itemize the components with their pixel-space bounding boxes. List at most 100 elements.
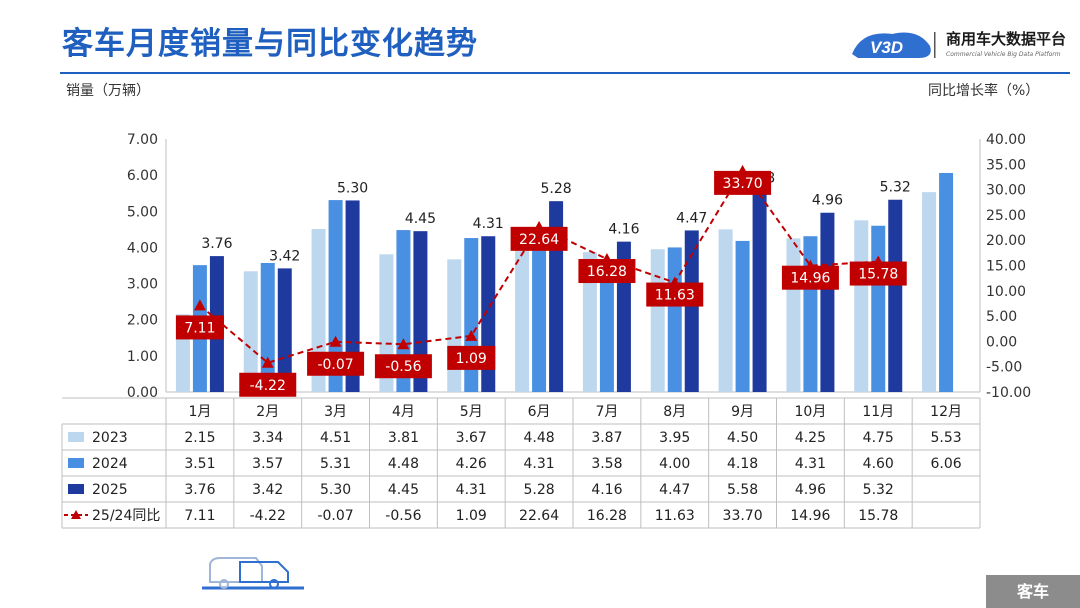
bar-2023: [582, 252, 597, 392]
table-cell: 7.11: [184, 508, 215, 524]
table-month-header: 4月: [392, 404, 415, 420]
right-tick-label: 25.00: [986, 208, 1026, 224]
left-tick-label: 1.00: [127, 349, 158, 365]
bar-value-label: 4.47: [676, 210, 707, 226]
bar-2023: [243, 271, 258, 392]
header-divider: [60, 72, 1070, 74]
yoy-label-box: [447, 345, 496, 370]
table-cell: 5.31: [320, 456, 351, 472]
bar-value-label: 3.42: [269, 248, 300, 264]
table-cell: -0.07: [317, 508, 353, 524]
bar-2023: [786, 238, 801, 392]
yoy-point-marker: [193, 299, 206, 311]
yoy-label: 7.11: [184, 320, 215, 336]
table-cell: 4.31: [456, 482, 487, 498]
bar-2024: [532, 236, 547, 392]
right-tick-label: 0.00: [986, 334, 1017, 350]
bar-2025: [277, 268, 292, 392]
table-cell: 6.06: [930, 456, 961, 472]
table-cell: 22.64: [519, 508, 559, 524]
page-title: 客车月度销量与同比变化趋势: [62, 26, 478, 62]
yoy-label-box: [175, 315, 224, 340]
yoy-label-box: [646, 282, 704, 307]
table-month-header: 5月: [460, 404, 483, 420]
bar-value-label: 5.32: [880, 180, 911, 196]
logo-subtitle: Commercial Vehicle Big Data Platform: [946, 51, 1061, 58]
table-cell: 5.58: [727, 482, 758, 498]
table-cell: 14.96: [790, 508, 830, 524]
table-cell: 4.16: [591, 482, 622, 498]
table-cell: 2.15: [184, 430, 215, 446]
table-cell: 3.58: [591, 456, 622, 472]
table-cell: -4.22: [250, 508, 286, 524]
table-cell: 3.76: [184, 482, 215, 498]
table-cell: 4.60: [863, 456, 894, 472]
table-cell: 5.28: [523, 482, 554, 498]
table-month-header: 6月: [528, 404, 551, 420]
yoy-label-box: [714, 170, 772, 195]
table-cell: 4.31: [523, 456, 554, 472]
left-axis-label: 销量（万辆）: [66, 83, 150, 99]
bar-2024: [396, 230, 411, 392]
yoy-label: -0.56: [385, 359, 421, 375]
yoy-label: 11.63: [655, 288, 695, 304]
bar-2025: [820, 212, 835, 392]
bar-value-label: 4.96: [812, 193, 843, 209]
bar-2023: [515, 230, 530, 392]
yoy-label-box: [307, 351, 365, 376]
svg-text:V3D: V3D: [870, 38, 903, 57]
right-tick-label: 5.00: [986, 309, 1017, 325]
legend-swatch-marker: [71, 510, 81, 519]
table-cell: 3.51: [184, 456, 215, 472]
category-badge: 客车: [986, 575, 1080, 608]
table-month-header: 11月: [862, 404, 894, 420]
yoy-label-box: [849, 261, 907, 286]
bar-2025: [684, 230, 699, 392]
yoy-point-marker: [465, 329, 478, 341]
table-cell: 3.87: [591, 430, 622, 446]
bar-2025: [888, 199, 903, 392]
bar-2023: [718, 229, 733, 392]
yoy-label: 16.28: [587, 264, 627, 280]
logo-name: 商用车大数据平台: [946, 30, 1067, 48]
legend-swatch-2023: [68, 432, 84, 442]
yoy-label: 14.96: [790, 271, 830, 287]
yoy-label: 1.09: [456, 351, 487, 367]
bar-2025: [413, 231, 428, 392]
yoy-label: -0.07: [317, 357, 353, 373]
table-cell: 4.96: [795, 482, 826, 498]
yoy-point-marker: [261, 356, 274, 368]
right-tick-label: 15.00: [986, 259, 1026, 275]
legend-swatch-2025: [68, 484, 84, 494]
yoy-label: 15.78: [858, 267, 898, 283]
bar-2024: [939, 172, 954, 392]
bar-value-label: 5.28: [540, 181, 571, 197]
legend-swatch-2024: [68, 458, 84, 468]
table-cell: 3.67: [456, 430, 487, 446]
table-cell: 4.50: [727, 430, 758, 446]
table-month-header: 1月: [188, 404, 211, 420]
left-tick-label: 2.00: [127, 313, 158, 329]
right-tick-label: 40.00: [986, 132, 1026, 148]
table-month-header: 9月: [731, 404, 754, 420]
table-month-header: 12月: [930, 404, 962, 420]
yoy-label-box: [510, 226, 568, 251]
v3d-logo-icon: V3D: [852, 32, 936, 58]
table-month-header: 3月: [324, 404, 347, 420]
table-month-header: 8月: [663, 404, 686, 420]
table-row-label: 2023: [92, 430, 128, 446]
table-cell: 4.26: [456, 456, 487, 472]
bar-2024: [260, 262, 275, 392]
table-cell: 4.00: [659, 456, 690, 472]
table-cell: 3.34: [252, 430, 283, 446]
table-row-label: 2025: [92, 482, 128, 498]
table-month-header: 10月: [795, 404, 827, 420]
table-cell: 3.81: [388, 430, 419, 446]
left-tick-label: 7.00: [127, 132, 158, 148]
table-cell: 4.25: [795, 430, 826, 446]
table-cell: 4.48: [388, 456, 419, 472]
bar-2023: [311, 228, 326, 392]
yoy-label: -4.22: [250, 378, 286, 394]
table-cell: -0.56: [385, 508, 421, 524]
table-cell: 11.63: [655, 508, 695, 524]
